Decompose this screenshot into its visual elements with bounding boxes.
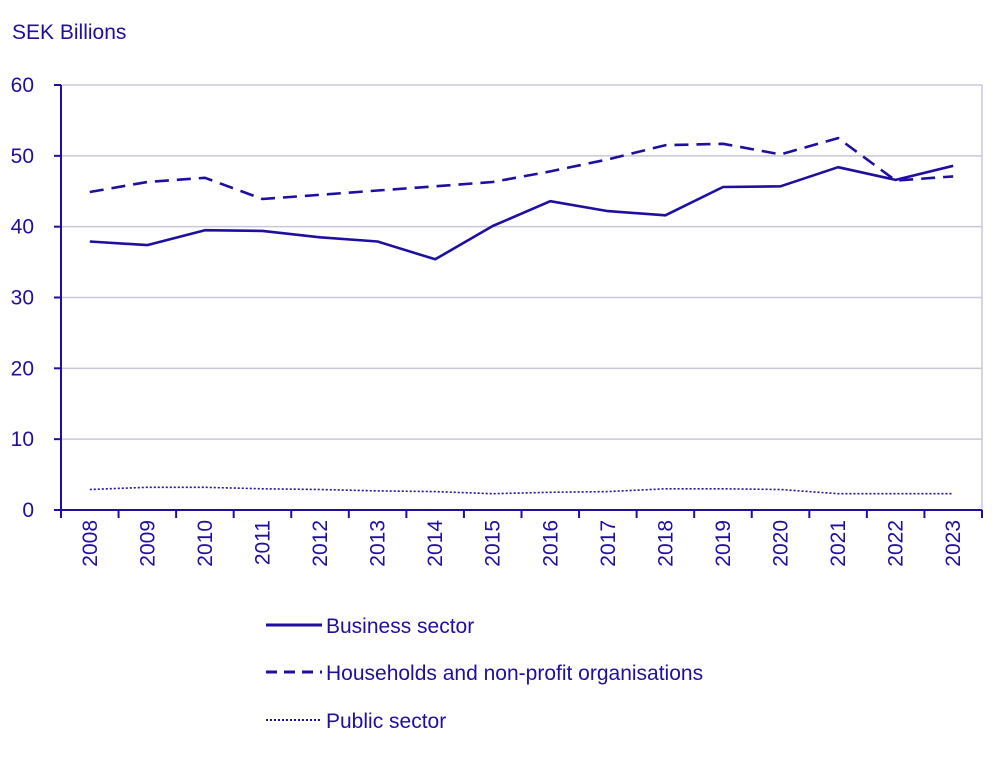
y-tick-label: 20 (11, 357, 34, 380)
y-tick-label: 40 (11, 216, 34, 239)
x-tick-label: 2017 (597, 520, 620, 567)
y-tick-label: 0 (22, 499, 34, 522)
legend-label-2: Households and non-profit organisations (326, 662, 703, 685)
y-axis-label: SEK Billions (12, 21, 126, 44)
x-tick-label: 2013 (367, 520, 390, 567)
y-tick-label: 30 (11, 287, 34, 310)
x-tick-label: 2011 (251, 520, 274, 565)
y-tick-label: 50 (11, 145, 34, 168)
x-tick-label: 2010 (194, 520, 217, 567)
x-tick-label: 2022 (885, 520, 908, 567)
x-tick-labels: 2008 2009 2010 2011 2012 2013 2014 2015 2016 2017… (79, 520, 965, 567)
x-tick-label: 2020 (770, 520, 793, 567)
y-tick-label: 60 (11, 74, 34, 97)
x-tick-label: 2016 (539, 520, 562, 567)
x-tick-label: 2015 (482, 520, 505, 567)
x-tick-label: 2009 (136, 520, 159, 567)
x-tick-label: 2018 (654, 520, 677, 567)
series-line-1 (89, 164, 954, 261)
x-tick-label: 2014 (424, 520, 447, 567)
grid-lines (61, 84, 983, 510)
y-tick-label: 10 (11, 428, 34, 451)
x-tick-label: 2023 (942, 520, 965, 567)
series-line-3 (89, 486, 954, 495)
y-tick-labels: 0 10 20 30 40 50 60 (11, 74, 34, 522)
axes (54, 84, 983, 518)
legend-label-1: Business sector (326, 615, 474, 638)
x-tick-label: 2019 (712, 520, 735, 567)
legend: Business sector Households and non-profit… (266, 615, 703, 733)
series-line-2 (89, 136, 954, 201)
x-tick-label: 2012 (309, 520, 332, 567)
x-tick-label: 2021 (827, 520, 850, 567)
series-lines (89, 136, 954, 495)
legend-label-3: Public sector (326, 710, 446, 733)
x-tick-label: 2008 (79, 520, 102, 567)
